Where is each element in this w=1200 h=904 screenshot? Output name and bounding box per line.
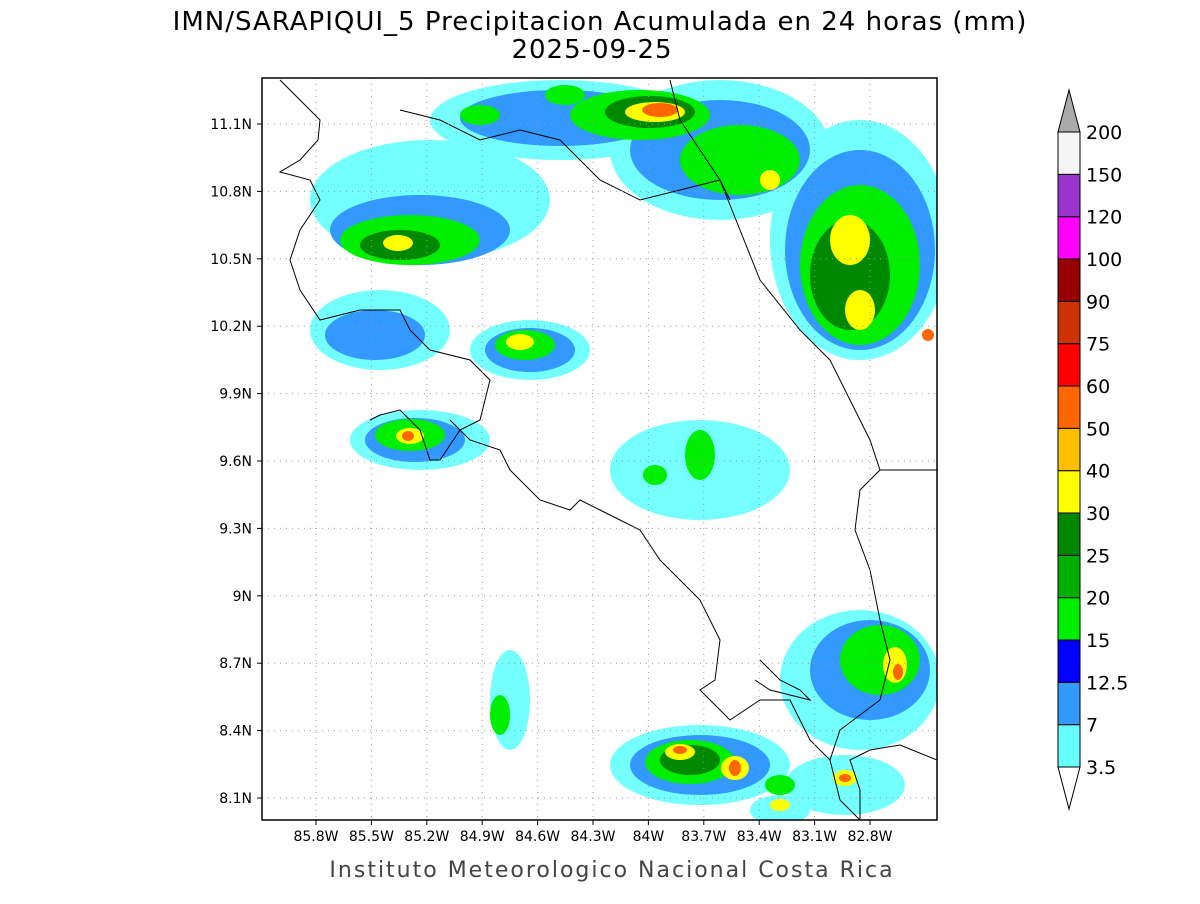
lat-tick-label: 9.9N xyxy=(219,387,252,403)
title: IMN/SARAPIQUI_5 Precipitacion Acumulada … xyxy=(173,7,1028,37)
colorbar-label: 120 xyxy=(1086,207,1122,229)
colorbar-label: 100 xyxy=(1086,249,1122,271)
lon-tick-label: 85.2W xyxy=(404,829,449,845)
colorbar-box xyxy=(1057,597,1081,641)
colorbar-under xyxy=(1057,766,1081,811)
grid xyxy=(262,78,937,820)
colorbar-box xyxy=(1057,681,1081,726)
lon-tick-label: 84.9W xyxy=(460,829,505,845)
colorbar-box xyxy=(1057,343,1081,387)
colorbar-box xyxy=(1057,216,1081,260)
lat-tick-label: 8.1N xyxy=(219,791,252,807)
colorbar-box xyxy=(1057,427,1081,472)
colorbar-box xyxy=(1057,724,1081,768)
colorbar-box xyxy=(1057,131,1081,175)
colorbar-box xyxy=(1057,470,1081,514)
footer: Instituto Meteorologico Nacional Costa R… xyxy=(329,858,894,883)
colorbar-box xyxy=(1057,512,1081,556)
lat-tick-label: 8.4N xyxy=(219,724,252,740)
colorbar-label: 40 xyxy=(1086,461,1110,483)
lat-tick-label: 9.3N xyxy=(219,521,252,537)
lat-tick-label: 9.6N xyxy=(219,454,252,470)
lat-tick-label: 10.5N xyxy=(210,252,252,268)
colorbar-label: 200 xyxy=(1086,122,1122,144)
axis-ticks: 11.1N 10.8N 10.5N 10.2N 9.9N 9.6N 9.3N 9N 8.7N 8.… xyxy=(210,117,892,845)
lon-tick-label: 83.4W xyxy=(737,829,782,845)
colorbar-box xyxy=(1057,554,1081,599)
colorbar-box xyxy=(1057,173,1081,218)
colorbar-box xyxy=(1057,639,1081,683)
coastlines xyxy=(278,79,937,820)
colorbar-label: 7 xyxy=(1086,715,1098,737)
colorbar-label: 150 xyxy=(1086,164,1122,186)
colorbar-box xyxy=(1057,258,1081,302)
lat-tick-label: 11.1N xyxy=(210,117,252,133)
lat-tick-label: 10.8N xyxy=(210,184,252,200)
lon-tick-label: 85.5W xyxy=(349,829,394,845)
colorbar-over xyxy=(1057,88,1081,133)
lat-tick-label: 10.2N xyxy=(210,319,252,335)
lon-tick-label: 82.8W xyxy=(847,829,892,845)
colorbar-box xyxy=(1057,300,1081,345)
colorbar-label: 75 xyxy=(1086,334,1110,356)
colorbar-label: 12.5 xyxy=(1086,672,1128,694)
lon-tick-label: 84W xyxy=(633,829,665,845)
colorbar-box xyxy=(1057,385,1081,429)
lon-tick-label: 84.6W xyxy=(515,829,560,845)
date: 2025-09-25 xyxy=(511,35,672,65)
colorbar-label: 50 xyxy=(1086,418,1110,440)
colorbar-label: 15 xyxy=(1086,630,1110,652)
lon-tick-label: 84.3W xyxy=(570,829,615,845)
colorbar-label: 60 xyxy=(1086,376,1110,398)
colorbar-label: 90 xyxy=(1086,291,1110,313)
map-frame xyxy=(261,77,938,821)
lat-tick-label: 8.7N xyxy=(219,656,252,672)
colorbar: 3.5 7 12.5 15 20 25 30 40 50 60 75 90 100 120 150 200 xyxy=(1057,88,1128,811)
lon-tick-label: 83.1W xyxy=(792,829,837,845)
colorbar-label: 30 xyxy=(1086,503,1110,525)
lon-tick-label: 85.8W xyxy=(293,829,338,845)
colorbar-label: 25 xyxy=(1086,545,1110,567)
lon-tick-label: 83.7W xyxy=(681,829,726,845)
lat-tick-label: 9N xyxy=(233,589,252,605)
colorbar-label: 20 xyxy=(1086,588,1110,610)
colorbar-label: 3.5 xyxy=(1086,757,1116,779)
